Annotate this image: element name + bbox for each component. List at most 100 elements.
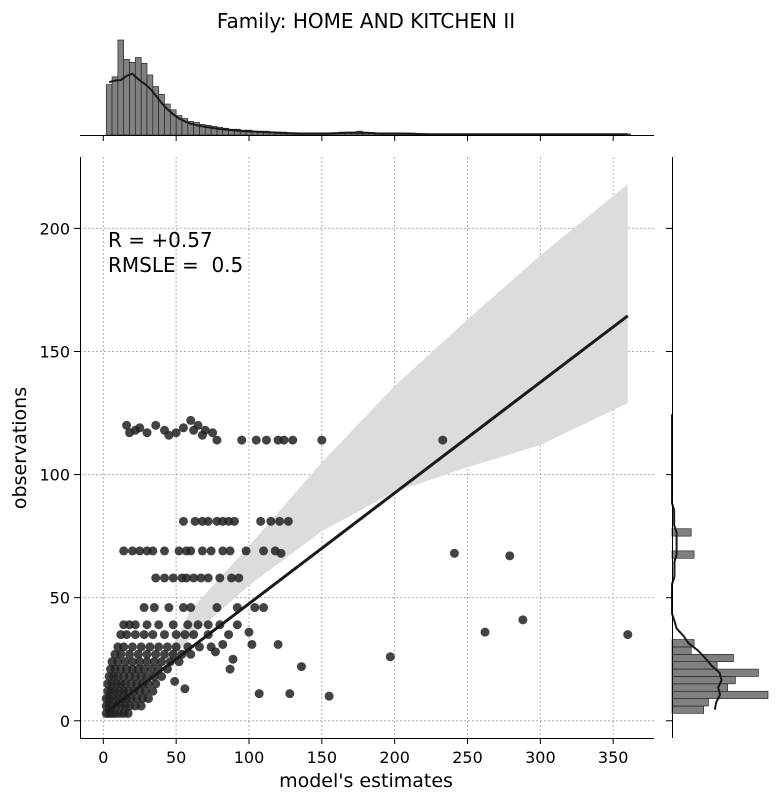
data-point [279,435,289,445]
data-point [143,694,153,704]
right-hist-ticks [666,227,672,722]
data-point [623,630,633,640]
data-point [157,671,167,681]
data-point [145,642,155,652]
right-hist-bar [671,668,759,677]
data-point [324,691,334,701]
y-tick-label: 150 [39,342,70,361]
data-point [186,603,196,613]
data-point [148,630,158,640]
data-point [113,657,123,667]
data-point [171,630,181,640]
top-hist-bar [111,76,119,136]
data-point [212,435,222,445]
data-point [139,603,149,613]
data-point [208,428,218,438]
data-point [250,603,260,613]
data-point [178,603,188,613]
data-point [189,630,199,640]
data-point [168,649,178,659]
data-point [127,642,137,652]
data-point [259,603,269,613]
data-point [142,649,152,659]
y-tick-label: 0 [60,712,70,731]
data-point [449,548,459,558]
data-point [149,603,159,613]
data-point [151,649,161,659]
data-point [171,642,181,652]
data-point [133,649,143,659]
data-point [181,573,191,583]
top-hist-bar [123,59,130,136]
data-point [241,546,251,556]
data-point [168,573,178,583]
data-point [251,435,261,445]
data-point [183,620,193,630]
data-point [186,546,196,556]
data-point [189,573,199,583]
data-point [154,642,164,652]
data-point [154,620,164,630]
data-point [122,630,132,640]
scatter-points [101,415,633,718]
x-tick-label: 300 [525,748,556,767]
data-point [203,620,213,630]
right-hist-bar [671,646,692,655]
data-point [151,679,161,689]
data-point [247,639,257,649]
y-axis-ticks: 0 50 100 150 200 [39,219,80,731]
data-point [119,642,129,652]
y-tick-label: 100 [39,466,70,485]
annotation-rmsle: RMSLE = 0.5 [108,253,243,277]
data-point [164,430,174,440]
right-hist-bar [671,705,704,714]
data-point [142,620,152,630]
data-point [317,435,327,445]
top-hist-bar [140,62,148,136]
data-point [168,620,178,630]
data-point [212,603,222,613]
data-point [139,630,149,640]
data-point [151,573,161,583]
data-point [139,664,149,674]
x-tick-label: 250 [452,748,483,767]
data-point [157,657,167,667]
data-point [123,708,133,718]
x-axis-title: model's estimates [279,770,453,792]
data-point [127,546,137,556]
x-tick-label: 0 [98,748,108,767]
data-point [224,630,234,640]
data-point [159,546,169,556]
data-point [190,516,200,526]
data-point [171,428,181,438]
data-point [136,701,146,711]
data-point [385,652,395,662]
data-point [259,546,269,556]
data-point [276,548,286,558]
top-marginal-histogram [102,39,631,141]
data-point [159,573,169,583]
top-hist-bar [135,57,142,136]
data-point [125,649,135,659]
data-point [285,689,295,699]
data-point [186,415,196,425]
data-point [130,620,140,630]
data-point [122,420,132,430]
top-hist-bar [105,84,113,136]
top-hist-bar [146,74,154,136]
data-point [135,657,145,667]
data-point [180,630,190,640]
data-point [164,603,174,613]
data-point [234,573,244,583]
y-axis-title: observations [9,387,31,509]
data-point [196,573,206,583]
data-point [275,516,285,526]
data-point [200,425,210,435]
data-point [186,649,196,659]
data-point [142,428,152,438]
data-point [215,573,225,583]
data-point [266,516,276,526]
right-hist-bar [671,698,709,707]
data-point [146,664,156,674]
